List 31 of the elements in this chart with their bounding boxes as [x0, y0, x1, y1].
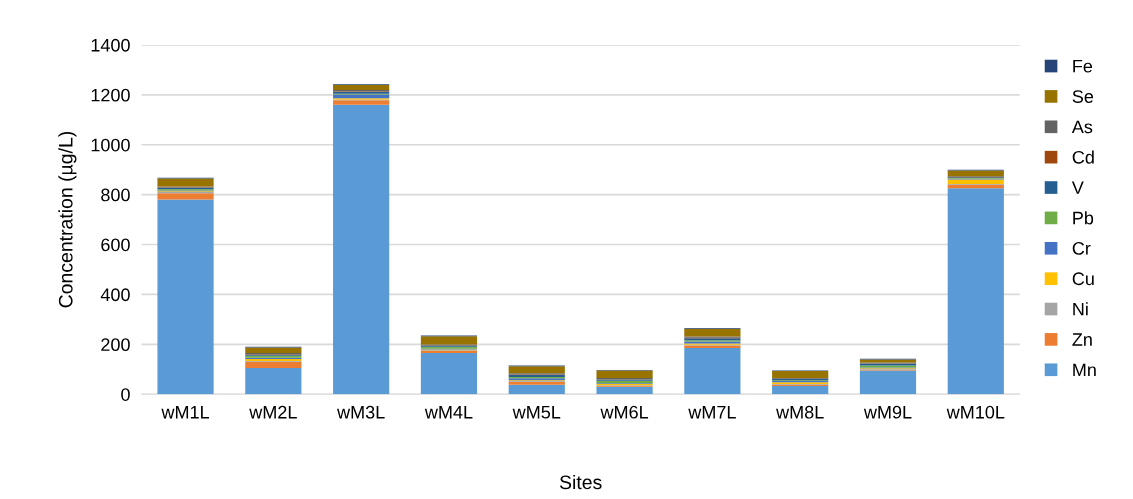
legend-label: Cr [1072, 241, 1091, 255]
x-tick-label: wM4L [424, 405, 473, 419]
y-tick-label: 1400 [91, 38, 130, 52]
y-tick-label: 1200 [91, 88, 130, 102]
y-tick-label: 800 [101, 188, 130, 202]
legend-label: Cu [1072, 272, 1094, 286]
legend-label: Pb [1073, 211, 1094, 225]
y-tick-label: 600 [101, 238, 130, 252]
legend-label: Zn [1072, 333, 1092, 346]
x-tick-label: wM9L [863, 405, 912, 419]
y-tick-label: 200 [101, 338, 130, 352]
y-tick-label: 0 [121, 388, 130, 401]
legend-label: Mn [1073, 363, 1096, 377]
legend-label: Ni [1073, 302, 1088, 316]
x-tick-label: wM3L [337, 405, 385, 419]
x-tick-label: wM2L [249, 405, 297, 419]
legend-label: V [1071, 181, 1084, 194]
legend-label: Cd [1072, 150, 1094, 164]
x-tick-label: wM5L [512, 405, 561, 419]
y-tick-label: 1000 [91, 138, 130, 152]
x-tick-label: wM10L [946, 405, 1005, 419]
legend-label: Se [1072, 90, 1094, 103]
legend-label: Fe [1073, 59, 1093, 73]
x-tick-label: wM6L [600, 405, 649, 419]
y-axis-title: Concentration (µg/L) [58, 131, 77, 308]
x-tick-label: wM1L [161, 405, 210, 419]
x-tick-label: wM8L [776, 405, 824, 419]
x-tick-label: wM7L [688, 405, 736, 419]
legend-label: As [1071, 120, 1093, 134]
x-axis-title: Sites [559, 474, 602, 490]
y-tick-label: 400 [100, 288, 130, 302]
